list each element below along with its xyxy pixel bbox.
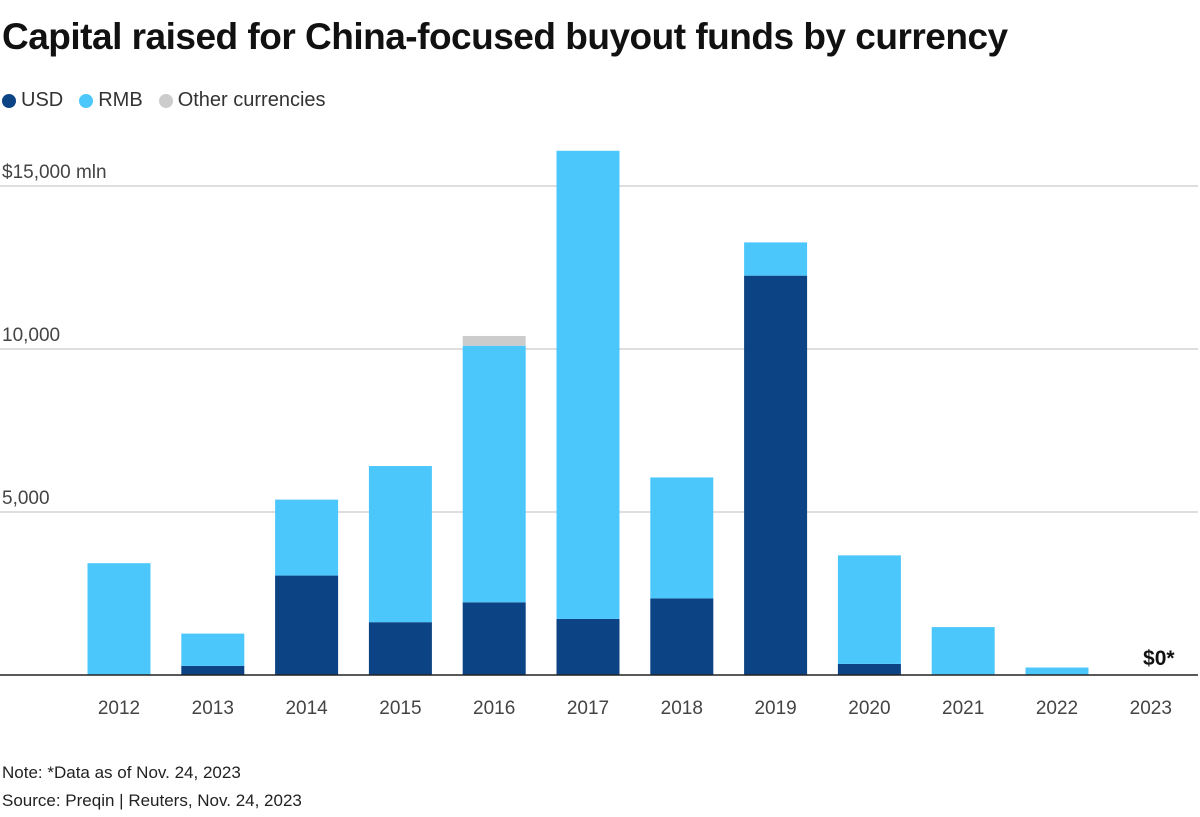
annotation-2023: $0*: [1143, 647, 1175, 670]
bar-rmb-2020: [837, 555, 901, 664]
bar-rmb-2019: [744, 242, 808, 276]
bar-other-currencies-2016: [462, 335, 526, 346]
legend-swatch-usd: [2, 93, 16, 108]
legend-label-rmb: RMB: [98, 89, 143, 111]
x-tick-label-2016: 2016: [473, 698, 515, 719]
x-tick-label-2022: 2022: [1036, 698, 1078, 719]
x-tick-label-2019: 2019: [754, 698, 796, 719]
bar-rmb-2015: [368, 466, 432, 623]
y-tick-label-10000: 10,000: [2, 325, 60, 346]
bar-chart: 5,000 10,000 $15,000 mln 2012 2013 2014 2015 20…: [0, 150, 1198, 719]
bar-rmb-2012: [87, 563, 151, 675]
legend-label-usd: USD: [21, 89, 64, 111]
bar-usd-2017: [556, 618, 620, 675]
legend: USD RMB Other currencies: [2, 89, 326, 112]
legend-item-rmb: RMB: [79, 89, 143, 112]
legend-item-other: Other currencies: [158, 89, 326, 112]
chart-note: Note: *Data as of Nov. 24, 2023: [2, 763, 241, 782]
x-tick-label-2018: 2018: [661, 698, 703, 719]
bar-rmb-2021: [931, 627, 995, 675]
legend-label-other: Other currencies: [177, 89, 326, 111]
bar-usd-2013: [181, 665, 245, 675]
legend-swatch-rmb: [79, 93, 94, 108]
x-tick-label-2021: 2021: [942, 698, 984, 719]
bar-usd-2018: [650, 598, 714, 675]
y-tick-label-15000: $15,000 mln: [2, 162, 107, 183]
bar-rmb-2018: [650, 477, 714, 599]
x-tick-label-2015: 2015: [379, 698, 421, 719]
legend-item-usd: USD: [2, 89, 63, 112]
bar-usd-2016: [462, 602, 526, 675]
x-tick-label-2013: 2013: [192, 698, 234, 719]
x-tick-label-2017: 2017: [567, 698, 609, 719]
x-tick-label-2014: 2014: [285, 698, 328, 719]
bar-usd-2019: [744, 275, 808, 675]
bar-rmb-2022: [1025, 667, 1089, 675]
bar-rmb-2017: [556, 150, 620, 619]
chart-title: Capital raised for China-focused buyout …: [2, 16, 1008, 57]
x-tick-label-2012: 2012: [98, 698, 140, 719]
bar-usd-2015: [368, 622, 432, 675]
bar-usd-2020: [837, 663, 901, 675]
bar-rmb-2013: [181, 633, 245, 666]
y-tick-label-5000: 5,000: [2, 488, 50, 509]
legend-swatch-other: [158, 93, 173, 108]
bar-rmb-2014: [275, 499, 339, 576]
x-tick-label-2020: 2020: [848, 698, 890, 719]
bar-rmb-2016: [462, 345, 526, 603]
x-tick-label-2023: 2023: [1130, 698, 1172, 719]
bar-usd-2014: [275, 575, 339, 675]
chart-source: Source: Preqin | Reuters, Nov. 24, 2023: [2, 791, 302, 810]
